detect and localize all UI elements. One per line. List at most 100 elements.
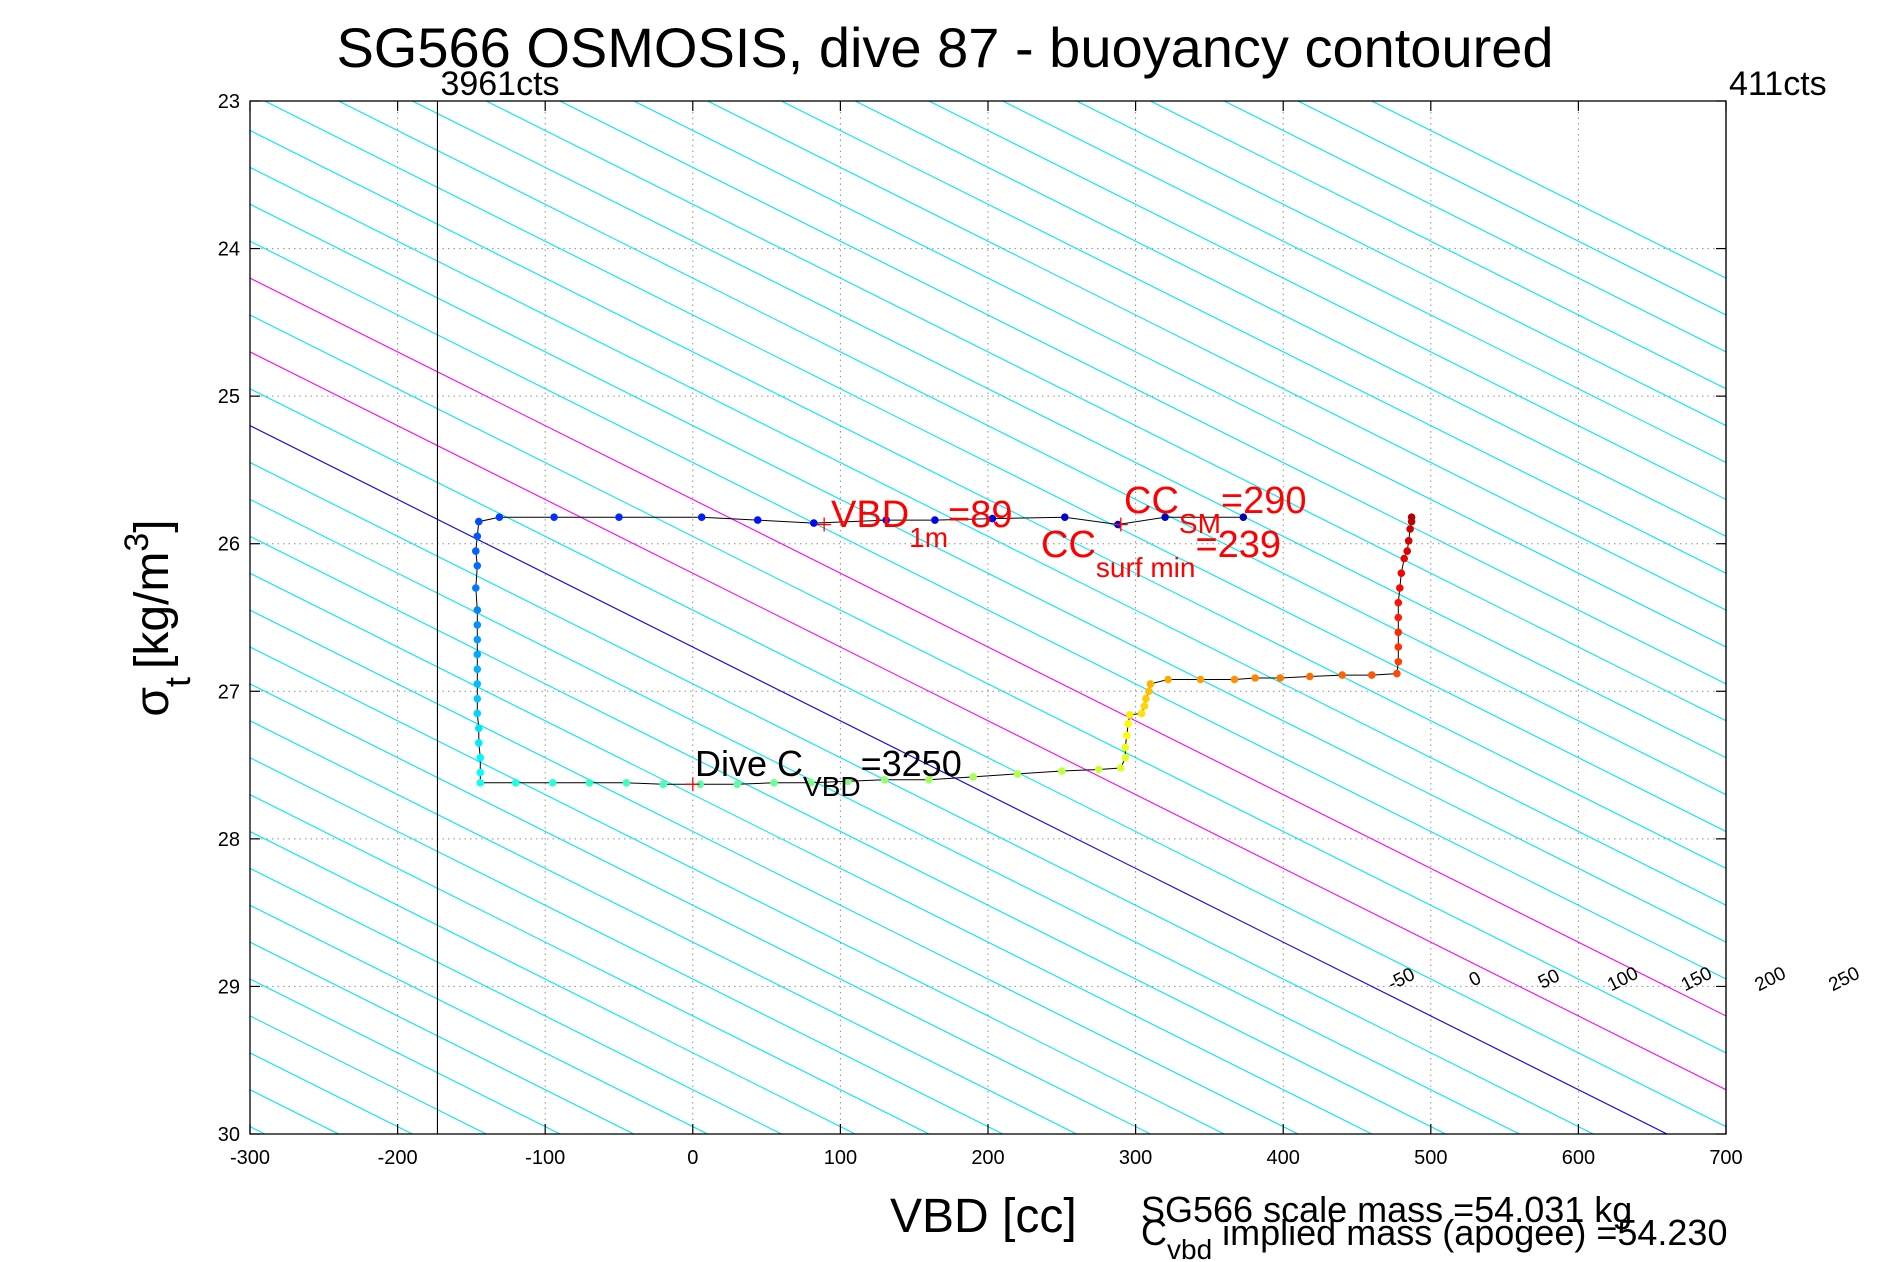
data-point (1058, 767, 1066, 775)
data-point (1400, 554, 1408, 563)
data-point (1142, 694, 1150, 703)
x-tick-label: 100 (824, 1147, 857, 1169)
data-point (1230, 675, 1239, 684)
data-point (475, 739, 483, 747)
data-point (473, 562, 482, 570)
data-point (511, 779, 520, 787)
x-tick-label: 600 (1562, 1147, 1595, 1169)
contour-label-bottom: 200 (1752, 963, 1790, 996)
data-point (495, 513, 504, 521)
contour-line (0, 101, 117, 1134)
data-point (1164, 675, 1172, 684)
contour-line (1297, 101, 1726, 316)
data-point (1161, 513, 1169, 521)
y-tick-label: 24 (218, 239, 240, 261)
plot-area (250, 101, 1726, 1134)
contour-line (1002, 101, 1726, 464)
x-tick-label: 200 (971, 1147, 1004, 1169)
data-point (810, 519, 818, 527)
vbd-1m-annotation: VBD1m=89 (831, 494, 1013, 553)
contour-line (707, 101, 1726, 611)
data-point (473, 709, 482, 718)
data-point (1394, 613, 1403, 622)
contour-line (485, 101, 1726, 722)
vbd-limit-lines: 3961cts 411cts (436, 65, 1827, 1134)
data-point (473, 606, 482, 614)
chart-title: SG566 OSMOSIS, dive 87 - buoyancy contou… (336, 16, 1553, 79)
data-point (585, 779, 594, 787)
data-point (1146, 680, 1155, 688)
contour-line (1371, 101, 1726, 279)
x-tick-label: -200 (378, 1147, 418, 1169)
data-point (476, 768, 485, 777)
y-tick-label: 25 (218, 386, 240, 408)
y-tick-label: 28 (218, 829, 240, 851)
x-axis-label: VBD [cc] (890, 1190, 1077, 1243)
data-point (1121, 753, 1130, 762)
contour-line (250, 277, 1726, 1017)
data-point (473, 635, 482, 644)
data-point (1393, 669, 1401, 678)
data-point (1013, 770, 1022, 778)
data-point (1196, 675, 1205, 684)
contour-line (250, 351, 1726, 1091)
contour-line (250, 535, 1446, 1134)
data-point (770, 779, 778, 787)
data-point (1397, 569, 1406, 577)
contour-line (250, 388, 1726, 1128)
y-tick-label: 30 (218, 1124, 240, 1146)
data-point (1394, 658, 1403, 666)
data-point (1407, 513, 1416, 521)
x-tick-label: -300 (230, 1147, 270, 1169)
x-tick-label: -100 (525, 1147, 565, 1169)
data-point (969, 773, 977, 781)
contour-line (250, 240, 1726, 980)
cc-surf-min-annotation: CCsurf min=239 (1041, 524, 1281, 583)
data-point (1406, 525, 1414, 533)
data-point (475, 724, 483, 732)
data-point (931, 516, 939, 524)
vbd-limit-label: 411cts (1729, 65, 1827, 103)
data-point (473, 665, 482, 673)
data-point (476, 779, 485, 787)
data-point (844, 777, 852, 786)
implied-mass-text: Cvbd implied mass (apogee) =54.230 (1141, 1212, 1727, 1262)
data-point (1239, 513, 1248, 521)
contour-line (250, 683, 1151, 1134)
data-point (1276, 674, 1284, 682)
contour-line (1076, 101, 1726, 427)
data-point (548, 779, 557, 787)
y-axis-label: σt[kg/m3] (118, 519, 198, 716)
x-tick-label: 500 (1414, 1147, 1447, 1169)
contour-line (633, 101, 1726, 648)
dive-cvbd-annotation: Dive CVBD=3250 (695, 743, 962, 802)
data-point (1140, 702, 1149, 710)
contour-line (250, 904, 708, 1134)
data-point (1394, 598, 1403, 607)
data-point (473, 680, 482, 688)
y-tick-label: 26 (218, 534, 240, 556)
data-point (1394, 628, 1403, 637)
data-point (475, 517, 483, 526)
data-point (476, 753, 485, 762)
contour-line (250, 757, 1004, 1134)
data-point (622, 779, 631, 787)
contour-line (250, 166, 1726, 906)
contour-line (250, 203, 1726, 943)
data-point (1394, 643, 1403, 651)
vbd-limit-label: 3961cts (440, 65, 559, 103)
data-point (1117, 764, 1125, 772)
contour-line (412, 101, 1726, 759)
data-point (473, 621, 482, 629)
data-point (615, 513, 623, 521)
contour-line (781, 101, 1726, 574)
data-point (1121, 743, 1130, 752)
data-point (1094, 765, 1103, 774)
contour-line (250, 498, 1520, 1134)
contour-line (338, 101, 1726, 796)
buoyancy-contours (0, 101, 1726, 1134)
data-point (1396, 584, 1404, 592)
data-point (473, 694, 482, 703)
data-point (1145, 687, 1153, 696)
data-point (1368, 671, 1376, 679)
